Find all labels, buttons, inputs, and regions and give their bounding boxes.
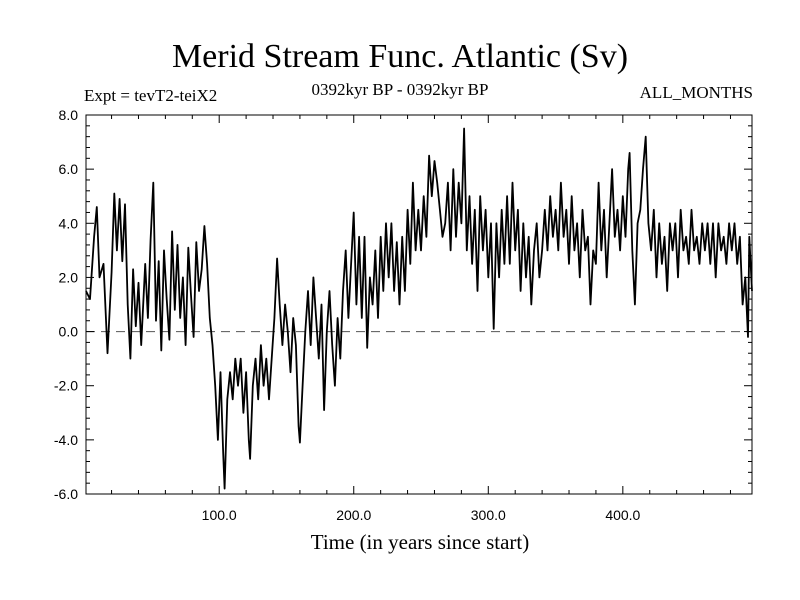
y-tick-label: -4.0 — [54, 432, 78, 448]
y-tick-label: 2.0 — [59, 269, 79, 285]
y-tick-label: 0.0 — [59, 324, 79, 340]
y-tick-label: 4.0 — [59, 215, 79, 231]
y-tick-label: 8.0 — [59, 107, 79, 123]
x-tick-label: 300.0 — [471, 507, 506, 523]
y-tick-label: 6.0 — [59, 161, 79, 177]
x-tick-label: 100.0 — [202, 507, 237, 523]
x-tick-label: 200.0 — [336, 507, 371, 523]
experiment-label: Expt = tevT2-teiX2 — [84, 86, 218, 105]
months-label: ALL_MONTHS — [639, 83, 753, 102]
plot-layer: -6.0 -4.0 -2.0 0.0 2.0 4.0 6.0 8.0 100.0 200.0 300… — [54, 107, 753, 523]
y-tick-label: -6.0 — [54, 486, 78, 502]
chart-title: Merid Stream Func. Atlantic (Sv) — [171, 38, 629, 75]
x-axis-label: Time (in years since start) — [310, 530, 530, 554]
y-tick-label: -2.0 — [54, 378, 78, 394]
series-line-1 — [85, 127, 753, 490]
period-label: 0392kyr BP - 0392kyr BP — [311, 80, 489, 99]
x-tick-label: 400.0 — [605, 507, 640, 523]
plot-frame — [85, 114, 753, 495]
